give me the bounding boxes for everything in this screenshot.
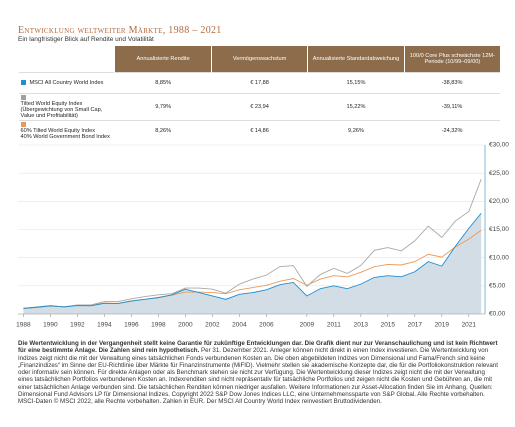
x-tick-label: 2017 (408, 322, 423, 329)
series-line (23, 178, 482, 309)
cell: 9,79% (114, 93, 212, 121)
x-tick-label: 2013 (354, 322, 369, 329)
title: Entwicklung weltweiter Märkte, 1988 – 20… (18, 25, 222, 36)
series-line (23, 212, 482, 309)
x-tick-label: 2009 (300, 322, 315, 329)
cell: € 23,94 (211, 93, 308, 121)
x-tick-label: 2006 (259, 322, 274, 329)
row-name: Tilted World Equity Index (Übergewichtung… (18, 93, 115, 121)
name-wrap: 60% Tilted World Equity Index 40% World G… (21, 128, 110, 140)
column-header: Annualisierte Rendite (114, 46, 212, 73)
table-row: Tilted World Equity Index (Übergewichtung… (18, 93, 500, 121)
series-line (23, 229, 482, 309)
notes-date: Per 31. Dezember 2021. (201, 347, 269, 355)
x-tick-label: 2000 (178, 322, 193, 329)
notes-text: Anleger können nicht direkt in einen Ind… (18, 347, 498, 406)
corner (17, 46, 115, 73)
cell: -38,83% (404, 72, 500, 94)
swatch (20, 80, 26, 86)
row-name-line: 40% World Government Bond Index (20, 134, 110, 140)
row-name-line: Tilted World Equity Index (20, 101, 83, 107)
cell: € 17,88 (211, 72, 308, 94)
stats-table: Annualisierte Rendite Vermögenswachstum An… (17, 46, 500, 141)
row-name-line: (Übergewichtung von Small Cap, Value und… (20, 107, 103, 119)
y-tick-label: €10,00 (489, 254, 509, 261)
y-tick-label: €25,00 (489, 170, 509, 177)
column-header: Vermögenswachstum (210, 46, 308, 73)
area (23, 213, 482, 314)
notes: Die Wertentwicklung in der Vergangenheit… (18, 340, 498, 406)
notes-bold: Die Wertentwicklung in der Vergangenheit… (18, 340, 498, 355)
row-name-line: 60% Tilted World Equity Index (20, 128, 96, 134)
swatch (20, 122, 26, 128)
cell: -24,32% (404, 120, 500, 141)
cell: 15,15% (307, 72, 405, 94)
table-row: 60% Tilted World Equity Index 40% World G… (18, 120, 500, 141)
x-tick-label: 2004 (232, 322, 247, 329)
y-tick-label: €15,00 (489, 226, 509, 233)
name-wrap: Tilted World Equity Index (Übergewichtung… (21, 101, 114, 119)
column-header: 100/0 Core Plus schwächste 12M-Periode (… (403, 46, 500, 73)
subtitle: Ein langfristiger Blick auf Rendite und … (18, 36, 154, 43)
cell: € 14,86 (211, 120, 308, 141)
swatch (20, 95, 26, 101)
cell: 8,85% (114, 72, 212, 94)
x-tick-label: 2011 (327, 322, 341, 329)
name-wrap: MSCI All Country World Index (30, 80, 104, 86)
table-row: MSCI All Country World Index 8,85% € 17,88… (18, 72, 500, 94)
row-name: 60% Tilted World Equity Index 40% World G… (18, 120, 115, 141)
cell: 9,26% (307, 120, 405, 141)
cell: -39,11% (404, 93, 500, 121)
row-name-line: MSCI All Country World Index (29, 79, 104, 86)
y-tick-label: €30,00 (489, 142, 509, 149)
x-tick-label: 1992 (70, 322, 85, 329)
row-name: MSCI All Country World Index (18, 72, 115, 94)
x-tick-label: 2002 (205, 322, 220, 329)
column-header: Annualisierte Standardabweichung (307, 46, 405, 73)
x-tick-label: 2015 (381, 322, 396, 329)
x-tick-label: 1994 (97, 322, 112, 329)
x-tick-label: 1990 (43, 322, 58, 329)
chart: €0,00 €5,00 €10,00 €15,00 €20,00 €25,00 €30,00… (16, 142, 509, 329)
cell: 15,22% (307, 93, 405, 121)
x-tick-label: 1996 (124, 322, 139, 329)
x-tick-label: 2021 (462, 322, 477, 329)
x-tick-label: 1998 (151, 322, 166, 329)
x-tick-label: 1988 (16, 322, 31, 329)
y-tick-label: €5,00 (489, 283, 506, 290)
x-tick-label: 2019 (435, 322, 450, 329)
cell: 8,26% (114, 120, 212, 141)
y-tick-label: €0,00 (489, 311, 506, 318)
y-tick-label: €20,00 (489, 198, 509, 205)
